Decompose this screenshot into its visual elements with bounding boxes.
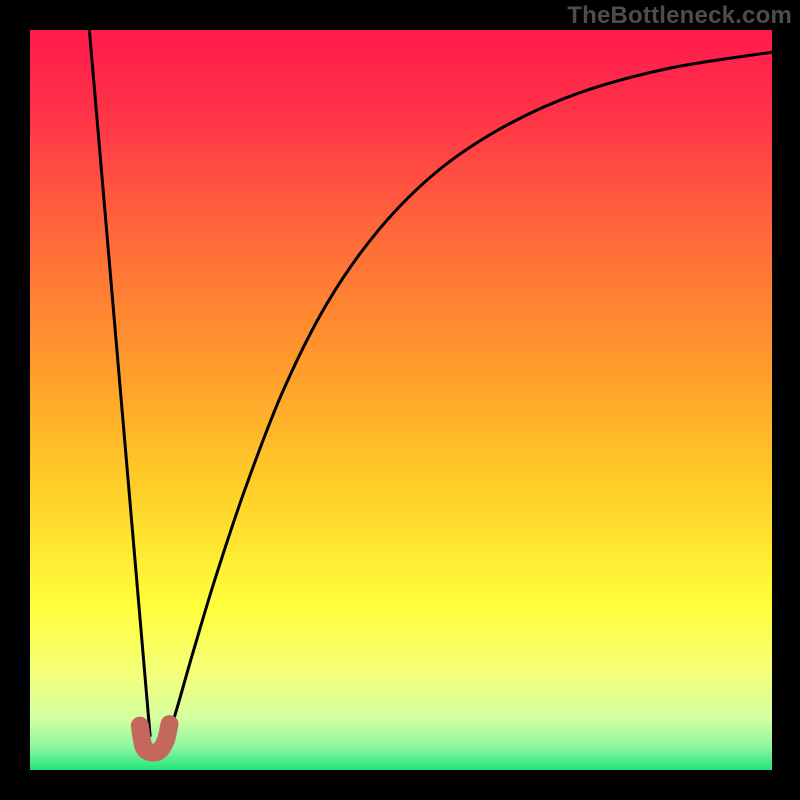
chart-root: TheBottleneck.com: [0, 0, 800, 800]
watermark-text: TheBottleneck.com: [567, 2, 792, 30]
bottleneck-chart: [0, 0, 800, 800]
plot-background: [30, 30, 772, 770]
